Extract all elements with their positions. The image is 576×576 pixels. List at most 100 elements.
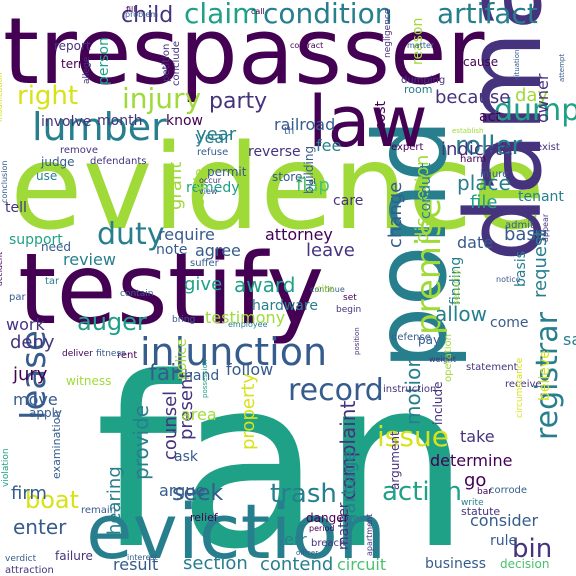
cloud-word: action: [382, 477, 462, 507]
cloud-word: err: [284, 530, 307, 549]
cloud-word: defendants: [90, 156, 146, 167]
cloud-word: ask: [174, 449, 199, 465]
cloud-word: date: [457, 233, 493, 252]
cloud-word: consider: [470, 511, 539, 530]
cloud-word: indicate: [441, 139, 513, 160]
cloud-word: award: [234, 273, 295, 297]
cloud-word: say: [563, 330, 576, 349]
cloud-word: provide: [129, 405, 153, 480]
cloud-word: record: [288, 373, 384, 408]
cloud-word: cite: [316, 284, 334, 295]
cloud-word: possession: [201, 360, 209, 398]
cloud-word: allow: [435, 302, 487, 326]
cloud-word: firm: [11, 483, 47, 504]
cloud-word: right: [17, 81, 78, 111]
cloud-word: situation: [513, 50, 521, 80]
cloud-word: garbage: [339, 450, 360, 525]
cloud-word: discretion: [412, 155, 433, 243]
cloud-word: par: [9, 292, 26, 303]
cloud-word: accident: [0, 252, 4, 286]
cloud-word: use: [36, 169, 57, 183]
cloud-word: fitness: [96, 349, 126, 359]
cloud-word: view: [199, 187, 218, 196]
cloud-word: party: [209, 89, 267, 114]
cloud-word: condition: [263, 0, 392, 30]
cloud-word: railroad: [274, 115, 335, 134]
cloud-word: go: [464, 470, 486, 491]
cloud-word: base: [504, 224, 547, 245]
cloud-word: issue: [377, 420, 449, 453]
cloud-word: failure: [55, 549, 93, 563]
cloud-word: claim: [184, 0, 259, 30]
cloud-word: dumping: [401, 75, 445, 86]
cloud-word: place: [457, 171, 511, 195]
cloud-word: need: [41, 240, 71, 254]
cloud-word: child: [121, 3, 173, 28]
cloud-word: admit: [505, 220, 534, 231]
cloud-word: tar: [45, 276, 60, 287]
cloud-word: section: [183, 553, 248, 574]
cloud-word: write: [461, 498, 484, 508]
cloud-word: receive: [505, 379, 542, 390]
cloud-word: eviction: [86, 487, 386, 576]
cloud-word: reason: [410, 18, 426, 65]
cloud-word: complaint: [336, 401, 360, 500]
cloud-word: give: [184, 274, 222, 295]
cloud-word: contend: [260, 554, 333, 575]
cloud-word: flap: [296, 175, 330, 196]
cloud-word: owner: [533, 73, 552, 123]
cloud-word: call: [251, 7, 265, 16]
cloud-word: danger: [306, 511, 349, 525]
cloud-word: room: [404, 83, 432, 96]
cloud-word: business: [425, 556, 486, 572]
cloud-word: decision: [500, 557, 549, 571]
cloud-word: exist: [536, 142, 560, 153]
cloud-word: statement: [466, 362, 518, 373]
cloud-word: allege: [82, 56, 92, 84]
cloud-word: period: [309, 524, 334, 533]
cloud-word: jury: [12, 364, 48, 385]
cloud-word: year: [195, 128, 231, 147]
cloud-word: request: [530, 230, 551, 298]
cloud-word: injunction: [140, 330, 327, 374]
cloud-word: officer: [296, 549, 318, 557]
cloud-word: notice: [496, 275, 521, 284]
cloud-word: trash: [270, 479, 337, 509]
cloud-word: contract: [290, 41, 323, 50]
cloud-word: pond: [352, 118, 469, 370]
cloud-word: cl: [309, 177, 316, 186]
cloud-word: attorney: [265, 225, 333, 244]
cloud-word: matter: [336, 502, 352, 550]
cloud-word: harm: [460, 154, 486, 165]
cloud-word: rent: [117, 350, 137, 361]
cloud-word: change: [385, 182, 406, 248]
cloud-word: cost: [373, 100, 389, 130]
cloud-word: counsel: [160, 391, 181, 460]
cloud-word: duty: [97, 217, 165, 252]
cloud-word: believe: [537, 350, 553, 401]
cloud-word: lease: [14, 330, 54, 420]
cloud-word: result: [113, 555, 158, 574]
cloud-word: bring: [172, 315, 195, 325]
cloud-word: circumstance: [515, 357, 525, 418]
cloud-word: present: [176, 372, 197, 440]
cloud-word: employee: [228, 320, 268, 329]
cloud-word: trespasser: [3, 0, 485, 105]
cloud-word: defense: [391, 332, 431, 343]
cloud-word: work: [6, 315, 45, 334]
cloud-word: month: [97, 113, 142, 129]
cloud-word: cause: [463, 55, 498, 69]
cloud-word: tell: [5, 200, 27, 216]
cloud-word: refuse: [197, 147, 228, 158]
cloud-word: conduct: [418, 162, 434, 219]
cloud-word: leave: [306, 240, 355, 261]
cloud-word: building: [302, 146, 316, 194]
cloud-word: argue: [159, 481, 205, 500]
cloud-word: testify: [18, 233, 324, 347]
cloud-word: hand: [184, 368, 219, 384]
cloud-word: boat: [25, 486, 79, 514]
cloud-word: determine: [430, 451, 512, 470]
cloud-word: fee: [316, 136, 341, 155]
